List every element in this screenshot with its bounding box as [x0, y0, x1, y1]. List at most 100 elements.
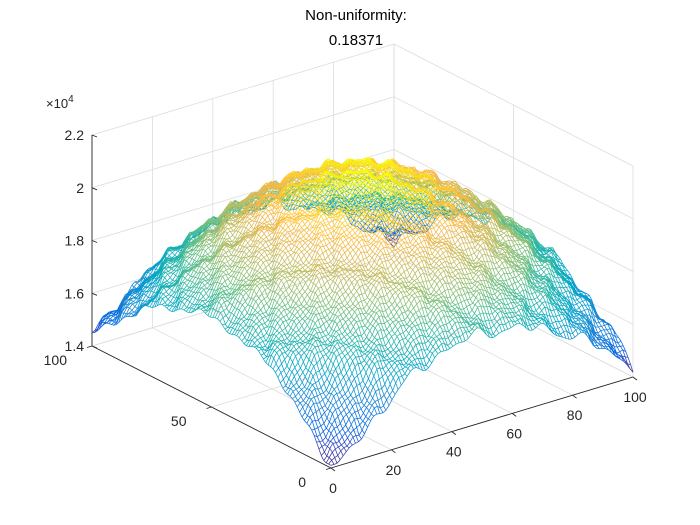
z-tick-mark: [91, 292, 98, 296]
mesh-segment: [549, 247, 553, 249]
mesh-segment: [369, 217, 374, 221]
mesh-segment: [315, 200, 318, 203]
mesh-segment: [354, 188, 359, 194]
z-tick-mark: [91, 345, 98, 349]
mesh-segment: [322, 195, 326, 200]
mesh-segment: [356, 220, 360, 223]
mesh-segment: [298, 205, 302, 207]
mesh-segment: [357, 226, 361, 230]
back-wall-grid-line: [91, 43, 395, 136]
x-tick-mark: [391, 449, 396, 454]
mesh-segment: [350, 204, 354, 208]
mesh-segment: [357, 185, 361, 188]
mesh-segment: [355, 192, 359, 196]
mesh-segment: [347, 216, 351, 220]
mesh-segment: [400, 224, 405, 229]
mesh-segment: [410, 205, 414, 209]
mesh-segment: [423, 217, 427, 220]
x-tick-mark: [511, 413, 517, 417]
mesh-segment: [328, 207, 332, 212]
mesh-segment: [384, 236, 389, 241]
mesh-segment: [309, 200, 313, 206]
mesh-segment: [372, 213, 376, 217]
mesh-segment: [429, 222, 433, 228]
x-tick-mark: [451, 431, 457, 435]
mesh-segment: [384, 228, 389, 234]
mesh-segment: [522, 228, 526, 230]
mesh-segment: [352, 200, 356, 206]
mesh-segment: [377, 207, 381, 211]
mesh-segment: [337, 204, 341, 207]
mesh-segment: [421, 218, 425, 221]
x-tick-mark: [330, 467, 336, 472]
mesh-segment: [354, 187, 358, 190]
mesh-segment: [373, 203, 378, 208]
mesh-segment: [379, 220, 382, 224]
mesh-segment: [411, 230, 416, 233]
mesh-segment: [380, 202, 385, 209]
mesh-segment: [344, 197, 349, 201]
back-wall-grid-line: [91, 96, 395, 189]
side-wall-grid-line: [393, 254, 634, 378]
mesh-segment: [396, 210, 400, 214]
y-tick-mark: [206, 406, 212, 409]
mesh-segment: [355, 197, 359, 201]
mesh-segment: [422, 211, 427, 217]
mesh-segment: [384, 201, 389, 205]
mesh-segment: [395, 204, 399, 210]
mesh-segment: [347, 218, 352, 225]
side-wall-grid-line: [393, 43, 634, 167]
mesh-segment: [418, 207, 423, 211]
mesh-segment: [333, 200, 337, 205]
side-wall-grid-line: [393, 96, 634, 220]
mesh-segment: [353, 194, 357, 198]
axes-box: [86, 134, 638, 472]
mesh-segment: [350, 216, 354, 221]
mesh-segment: [363, 193, 367, 196]
mesh-segment: [401, 209, 406, 217]
mesh-segment: [368, 226, 372, 231]
y-tick-mark: [86, 345, 93, 348]
mesh-segment: [424, 211, 428, 214]
mesh-segment: [341, 200, 345, 203]
mesh-segment: [383, 197, 386, 199]
mesh-segment: [379, 194, 384, 199]
mesh-segment: [412, 215, 417, 221]
mesh-segment: [363, 189, 367, 194]
mesh-segment: [389, 235, 393, 239]
z-tick-mark: [91, 134, 98, 138]
y-tick-mark: [325, 467, 332, 470]
mesh-segment: [330, 201, 334, 208]
x-tick-mark: [632, 376, 638, 381]
z-tick-mark: [91, 187, 98, 191]
floor-grid-line: [211, 315, 514, 408]
mesh-segment: [395, 186, 400, 191]
mesh-segment: [336, 198, 340, 202]
mesh-segment: [306, 199, 310, 205]
mesh-segment: [426, 221, 430, 226]
mesh-segment: [338, 198, 343, 203]
side-wall-grid-line: [393, 149, 634, 272]
mesh-segment: [360, 226, 364, 230]
mesh-segment: [423, 208, 428, 212]
x-tick-mark: [572, 394, 577, 399]
mesh-segment: [401, 194, 405, 197]
mesh-segment: [399, 199, 404, 205]
mesh-segment: [300, 199, 304, 203]
mesh-segment: [407, 213, 412, 219]
mesh-segment: [293, 208, 297, 211]
mesh-segment: [305, 198, 310, 201]
mesh-segment: [325, 195, 329, 200]
mesh-segment: [367, 217, 371, 222]
mesh-segment: [358, 213, 362, 217]
mesh-segment: [358, 192, 362, 197]
mesh-segment: [358, 201, 362, 204]
mesh-segment: [366, 213, 371, 219]
mesh-segment: [397, 230, 401, 237]
mesh-segment: [360, 190, 364, 194]
mesh-segment: [418, 215, 423, 221]
x-axis-line: [330, 376, 634, 469]
mesh-segment: [357, 197, 362, 201]
mesh-segment: [424, 225, 429, 231]
mesh-segment: [389, 207, 393, 210]
